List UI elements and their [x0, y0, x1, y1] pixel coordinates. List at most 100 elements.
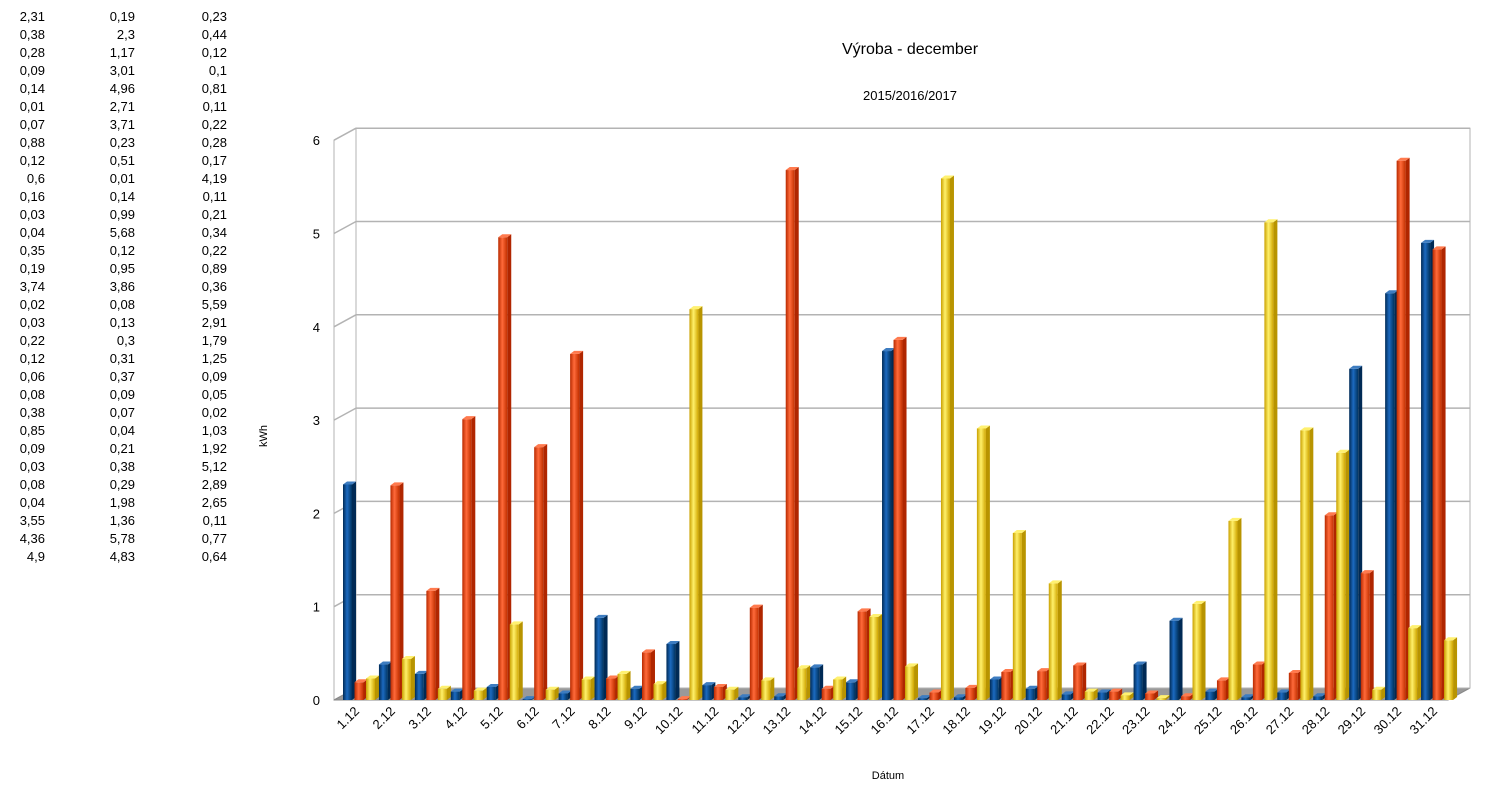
x-tick-label: 13.12 [760, 704, 794, 738]
table-cell: 0,01 [19, 99, 45, 114]
table-row: 0,12 0,51 0,17 [0, 152, 240, 170]
x-tick-label: 15.12 [832, 704, 866, 738]
x-tick-label: 12.12 [724, 704, 758, 738]
bar [606, 675, 620, 700]
table-row: 0,06 0,37 0,09 [0, 368, 240, 386]
bar [929, 689, 943, 700]
x-tick-label: 18.12 [939, 704, 973, 738]
table-cell: 0,28 [19, 45, 45, 60]
table-cell: 0,38 [19, 405, 45, 420]
table-cell: 0,07 [19, 117, 45, 132]
x-tick-label: 10.12 [652, 704, 686, 738]
table-cell: 2,91 [201, 315, 227, 330]
table-cell: 3,86 [109, 279, 135, 294]
y-tick-label: 0 [313, 693, 320, 708]
x-tick-label: 21.12 [1047, 704, 1081, 738]
bar [581, 676, 595, 700]
x-tick-label: 6.12 [513, 704, 542, 733]
bar [473, 687, 487, 700]
table-cell: 0,95 [109, 261, 135, 276]
table-cell: 1,03 [201, 423, 227, 438]
table-row: 0,22 0,3 1,79 [0, 332, 240, 350]
table-cell: 0,02 [19, 297, 45, 312]
table-row: 0,19 0,95 0,89 [0, 260, 240, 278]
table-row: 0,08 0,29 2,89 [0, 476, 240, 494]
x-tick-label: 28.12 [1299, 704, 1333, 738]
x-tick-label: 26.12 [1227, 704, 1261, 738]
x-tick-label: 3.12 [405, 704, 434, 733]
table-cell: 5,12 [201, 459, 227, 474]
bar [426, 587, 440, 700]
table-cell: 0,02 [201, 405, 227, 420]
bar [534, 444, 548, 700]
bar [1001, 669, 1015, 700]
table-row: 0,03 0,38 5,12 [0, 458, 240, 476]
x-tick-label: 20.12 [1011, 704, 1045, 738]
y-axis-label: kWh [258, 425, 270, 447]
table-cell: 0,08 [19, 387, 45, 402]
table-cell: 2,71 [109, 99, 135, 114]
bar [785, 167, 799, 700]
table-row: 0,6 0,01 4,19 [0, 170, 240, 188]
x-tick-label: 1.12 [334, 704, 363, 733]
bar [1360, 570, 1374, 700]
table-cell: 0,31 [109, 351, 135, 366]
table-cell: 1,98 [109, 495, 135, 510]
x-tick-label: 27.12 [1263, 704, 1297, 738]
table-cell: 5,68 [109, 225, 135, 240]
bar [1205, 688, 1219, 700]
table-row: 0,38 0,07 0,02 [0, 404, 240, 422]
table-row: 0,02 0,08 5,59 [0, 296, 240, 314]
bar [378, 661, 392, 700]
bar [1349, 365, 1363, 700]
table-cell: 0,1 [208, 63, 227, 78]
y-tick-label: 3 [313, 413, 320, 428]
bar [401, 655, 415, 700]
table-cell: 3,55 [19, 513, 45, 528]
table-cell: 4,96 [109, 81, 135, 96]
table-cell: 0,37 [109, 369, 135, 384]
table-row: 3,74 3,86 0,36 [0, 278, 240, 296]
table-cell: 3,71 [109, 117, 135, 132]
bar [1133, 661, 1147, 700]
bar [1216, 677, 1230, 700]
table-row: 0,01 2,71 0,11 [0, 98, 240, 116]
bar [1432, 246, 1446, 700]
table-cell: 0,99 [109, 207, 135, 222]
bar [810, 664, 824, 700]
table-row: 0,04 5,68 0,34 [0, 224, 240, 242]
table-row: 0,07 3,71 0,22 [0, 116, 240, 134]
x-tick-label: 31.12 [1407, 704, 1441, 738]
table-row: 0,04 1,98 2,65 [0, 494, 240, 512]
table-cell: 0,21 [109, 441, 135, 456]
table-row: 0,08 0,09 0,05 [0, 386, 240, 404]
bar [1073, 662, 1087, 700]
table-cell: 2,31 [19, 9, 45, 24]
table-cell: 1,25 [201, 351, 227, 366]
table-cell: 0,22 [201, 243, 227, 258]
table-cell: 2,89 [201, 477, 227, 492]
bar [1084, 688, 1098, 700]
table-cell: 0,11 [202, 189, 227, 204]
table-cell: 0,23 [109, 135, 135, 150]
x-tick-labels: 1.12 2.12 3.12 4.12 5.12 6.12 7.12 8.12 9.12 10.1… [334, 704, 1441, 738]
bar [390, 482, 404, 700]
table-cell: 4,36 [19, 531, 45, 546]
bar [833, 676, 847, 700]
table-cell: 0,14 [19, 81, 45, 96]
table-row: 4,9 4,83 0,64 [0, 548, 240, 566]
bar [1408, 625, 1422, 700]
x-tick-label: 16.12 [868, 704, 902, 738]
y-tick-label: 6 [313, 133, 320, 148]
table-row: 0,03 0,99 0,21 [0, 206, 240, 224]
bar [1228, 517, 1242, 700]
table-cell: 0,21 [201, 207, 227, 222]
table-row: 2,31 0,19 0,23 [0, 8, 240, 26]
x-tick-label: 9.12 [621, 704, 650, 733]
bar [882, 348, 896, 700]
x-tick-label: 2.12 [370, 704, 399, 733]
table-cell: 0,07 [109, 405, 135, 420]
table-cell: 0,88 [19, 135, 45, 150]
table-cell: 0,29 [109, 477, 135, 492]
